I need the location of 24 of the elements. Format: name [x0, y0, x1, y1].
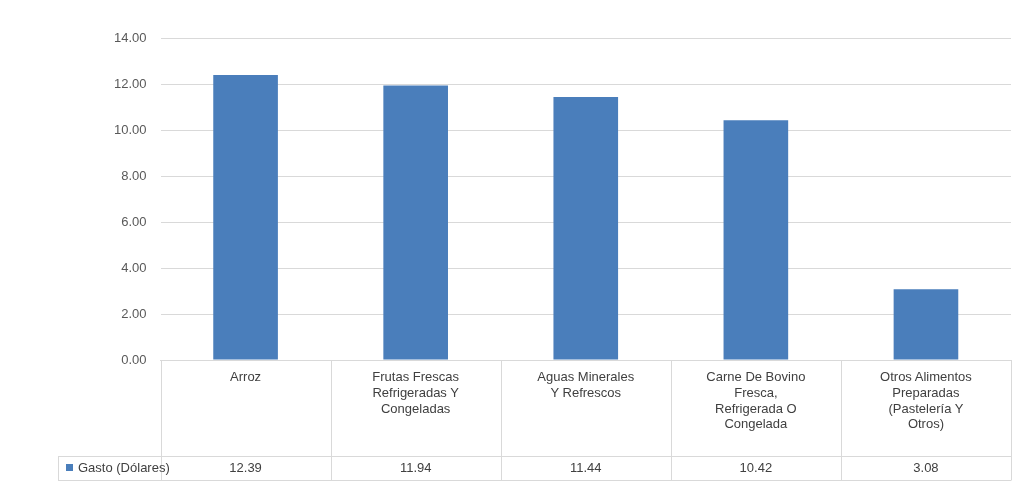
data-label: 10.42 [739, 459, 773, 475]
x-tick-label: Arroz [230, 369, 262, 385]
bar [723, 120, 789, 360]
x-tick-label: Carne De Bovino Fresca, Refrigerada O Congelada [706, 369, 806, 432]
bar [213, 75, 278, 360]
y-tick-label: 0.00 [121, 351, 147, 367]
x-tick-label: Otros Alimentos Preparadas (Pastelería Y Otros) [880, 369, 973, 432]
y-tick-label: 6.00 [121, 213, 147, 229]
bar [383, 85, 448, 360]
data-label: 11.94 [399, 459, 432, 475]
y-tick-label: 10.00 [113, 121, 147, 137]
y-tick-label: 12.00 [113, 75, 147, 91]
bar [893, 289, 959, 360]
x-tick-label: Aguas Minerales Y Refrescos [537, 369, 635, 400]
data-label: 11.44 [569, 459, 602, 475]
y-tick-label: 8.00 [121, 167, 147, 183]
data-label: 12.39 [229, 459, 262, 475]
data-label: 3.08 [913, 459, 939, 475]
legend-label: Gasto (Dólares) [78, 459, 170, 475]
y-tick-label: 4.00 [121, 259, 147, 275]
y-tick-label: 2.00 [121, 305, 147, 321]
y-tick-label: 14.00 [113, 29, 147, 45]
bar [553, 96, 619, 360]
x-tick-label: Frutas Frescas Refrigeradas Y Congeladas [372, 369, 460, 416]
